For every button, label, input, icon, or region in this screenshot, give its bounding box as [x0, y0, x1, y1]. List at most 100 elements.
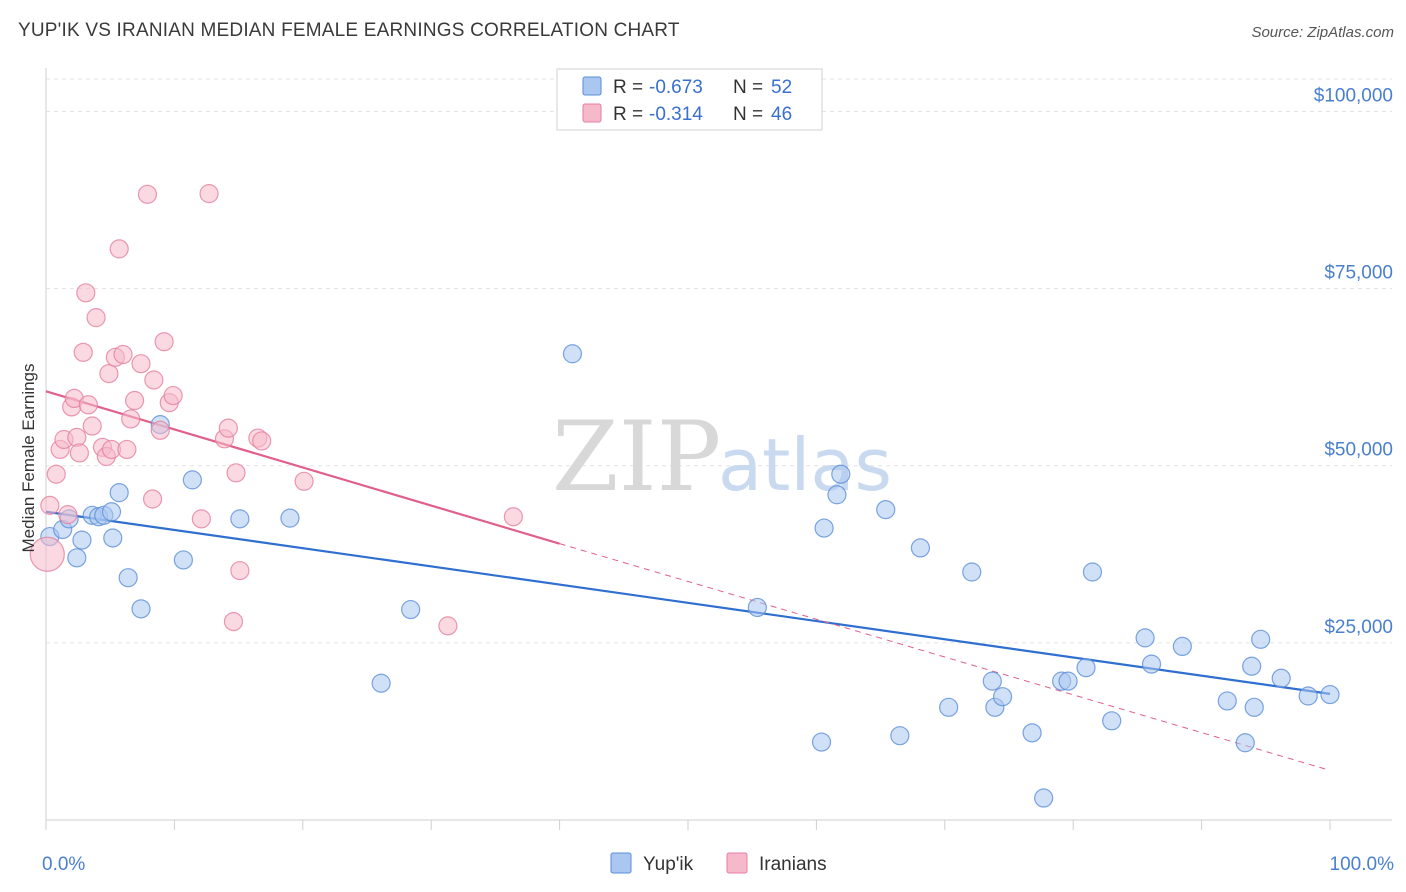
series-legend: Yup'ik Iranians — [610, 852, 827, 875]
iranian-point-0 — [29, 536, 65, 572]
iranian-point-10 — [73, 342, 93, 362]
yupik-point-44 — [1217, 691, 1237, 711]
legend-n-label-1: N = — [733, 77, 763, 98]
y-tick-label-3: $100,000 — [1314, 85, 1393, 106]
iranian-point-13 — [82, 416, 102, 436]
legend-n-value-2: 46 — [771, 104, 792, 125]
gridlines — [46, 78, 1392, 644]
yupik-point-21 — [747, 597, 767, 618]
yupik-point-16 — [230, 509, 250, 529]
legend-r-label-1: R = — [613, 77, 643, 98]
iranian-point-43 — [438, 616, 458, 636]
y-tick-label-1: $50,000 — [1324, 440, 1393, 461]
yupik-point-51 — [1320, 684, 1340, 705]
trend-line-0 — [45, 510, 1331, 695]
yupik-point-34 — [1022, 723, 1042, 743]
y-tick-label-0: $25,000 — [1324, 617, 1393, 638]
yupik-point-47 — [1244, 697, 1264, 717]
iranian-point-38 — [226, 463, 246, 483]
bottom-legend-swatch-iranians — [726, 852, 748, 874]
yupik-point-30 — [962, 562, 982, 582]
legend-n-label-2: N = — [733, 104, 763, 125]
iranian-point-22 — [117, 439, 137, 460]
iranian-point-30 — [154, 332, 174, 352]
legend-r-value-1: -0.673 — [649, 77, 703, 98]
iranian-point-34 — [199, 184, 219, 204]
iranian-point-9 — [69, 443, 89, 463]
yupik-point-50 — [1298, 686, 1318, 706]
yupik-point-10 — [109, 483, 129, 503]
yupik-point-45 — [1235, 733, 1255, 753]
yupik-point-49 — [1271, 668, 1291, 688]
iranian-point-27 — [142, 489, 163, 509]
axes — [45, 68, 1392, 830]
correlation-legend: R = -0.673 N = 52 R = -0.314 N = 46 — [556, 68, 823, 131]
legend-swatch-iranians — [582, 103, 602, 123]
yupik-point-19 — [401, 599, 421, 620]
yupik-point-27 — [890, 726, 910, 746]
yupik-point-48 — [1251, 629, 1271, 649]
data-points — [29, 184, 1340, 808]
iranian-point-41 — [252, 431, 272, 451]
iranian-point-26 — [137, 184, 158, 204]
yupik-point-43 — [1172, 636, 1192, 657]
yupik-point-29 — [939, 697, 959, 717]
yupik-point-11 — [118, 568, 138, 588]
yupik-point-12 — [131, 599, 151, 619]
x-tick-label-0: 0.0% — [42, 854, 85, 875]
yupik-point-3 — [67, 548, 87, 568]
iranian-point-20 — [109, 239, 129, 259]
iranian-point-37 — [223, 611, 244, 632]
yupik-point-25 — [831, 464, 851, 484]
iranian-point-17 — [99, 364, 119, 384]
yupik-point-18 — [371, 673, 391, 693]
yupik-point-22 — [811, 732, 832, 752]
iranian-point-2 — [46, 464, 66, 484]
iranian-point-33 — [191, 509, 211, 529]
y-axis-label: Median Female Earnings — [19, 364, 38, 553]
iranian-point-24 — [124, 390, 145, 411]
iranian-point-36 — [218, 418, 238, 438]
x-tick-label-1: 100.0% — [1330, 854, 1395, 875]
legend-r-label-2: R = — [613, 104, 643, 125]
yupik-point-35 — [1034, 788, 1054, 808]
bottom-legend-swatch-yupik — [610, 852, 632, 874]
iranian-point-5 — [58, 505, 78, 525]
watermark-atlas: atlas — [718, 423, 892, 507]
legend-n-value-1: 52 — [771, 77, 792, 98]
iranian-point-21 — [113, 344, 133, 365]
yupik-point-14 — [173, 550, 193, 570]
iranian-point-29 — [150, 420, 170, 440]
y-tick-labels: $25,000 $50,000 $75,000 $100,000 — [1314, 85, 1393, 637]
iranian-point-11 — [76, 283, 96, 303]
yupik-point-37 — [1058, 671, 1078, 691]
iranian-point-32 — [163, 385, 183, 406]
source-label: Source: ZipAtlas.com — [1251, 24, 1394, 41]
y-tick-label-2: $75,000 — [1324, 263, 1393, 284]
iranian-point-28 — [144, 370, 164, 390]
yupik-point-33 — [992, 687, 1013, 707]
bottom-legend-iranians: Iranians — [759, 854, 827, 875]
yupik-point-20 — [562, 344, 583, 364]
watermark: ZIP atlas — [552, 401, 892, 513]
yupik-point-26 — [876, 500, 896, 520]
chart-title: YUP'IK VS IRANIAN MEDIAN FEMALE EARNINGS… — [18, 20, 680, 41]
iranian-point-42 — [294, 471, 314, 491]
legend-swatch-yupik — [582, 76, 602, 96]
iranian-point-1 — [40, 495, 60, 515]
iranian-point-12 — [78, 395, 98, 415]
yupik-point-17 — [280, 508, 300, 528]
x-tick-labels: 0.0% 100.0% — [42, 854, 1394, 875]
iranian-point-14 — [86, 308, 106, 328]
iranian-point-44 — [503, 507, 523, 527]
iranian-point-8 — [67, 427, 87, 447]
iranian-point-39 — [230, 560, 250, 581]
legend-r-value-2: -0.314 — [649, 104, 703, 125]
yupik-point-38 — [1076, 658, 1096, 678]
yupik-point-31 — [982, 671, 1002, 691]
yupik-point-28 — [910, 538, 931, 558]
watermark-zip: ZIP — [552, 401, 721, 513]
yupik-point-8 — [101, 502, 122, 522]
trend-line-2 — [559, 543, 1331, 771]
